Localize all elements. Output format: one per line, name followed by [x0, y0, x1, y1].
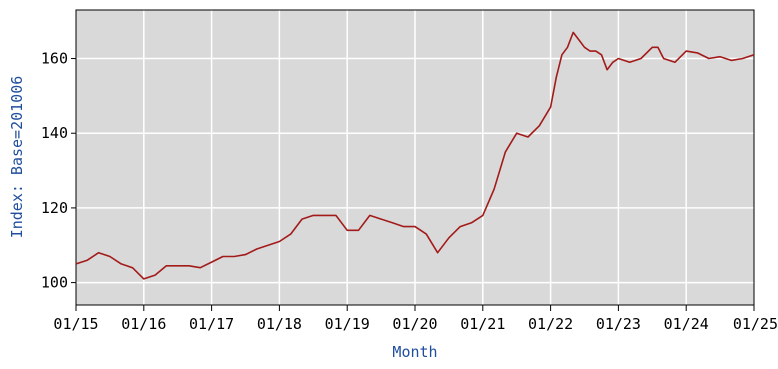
- y-tick-label: 100: [41, 274, 68, 292]
- x-tick-label: 01/25: [733, 315, 778, 333]
- y-axis-label: Index: Base=201006: [8, 76, 26, 239]
- x-tick-label: 01/22: [528, 315, 573, 333]
- x-tick-label: 01/21: [460, 315, 505, 333]
- x-tick-label: 01/24: [664, 315, 709, 333]
- tick-marks: [71, 58, 755, 311]
- x-axis-label: Month: [392, 343, 437, 361]
- y-tick-labels: 100 120 140 160: [41, 50, 68, 292]
- x-tick-label: 01/17: [189, 315, 234, 333]
- series-layer: [75, 31, 755, 280]
- y-tick-label: 140: [41, 124, 68, 142]
- x-tick-label: 01/16: [121, 315, 166, 333]
- series-line: [75, 31, 755, 280]
- vertical-gridlines: [143, 10, 687, 305]
- x-tick-label: 01/15: [53, 315, 98, 333]
- y-tick-label: 160: [41, 50, 68, 68]
- x-tick-labels: 01/15 01/16 01/17 01/18 01/19 01/20 01/21 01/22…: [53, 315, 778, 333]
- x-tick-label: 01/19: [325, 315, 370, 333]
- x-tick-label: 01/18: [257, 315, 302, 333]
- x-tick-label: 01/23: [596, 315, 641, 333]
- x-tick-label: 01/20: [392, 315, 437, 333]
- y-tick-label: 120: [41, 199, 68, 217]
